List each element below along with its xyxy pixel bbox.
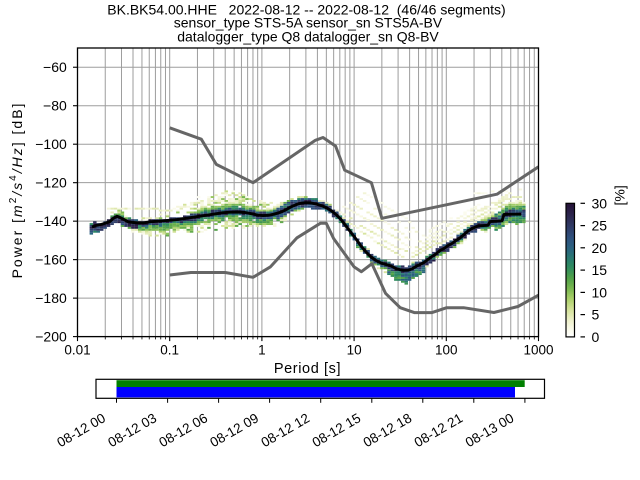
svg-text:5: 5	[592, 307, 600, 323]
svg-text:0: 0	[592, 329, 600, 345]
svg-text:Period [s]: Period [s]	[274, 361, 341, 377]
svg-text:10: 10	[592, 284, 608, 300]
svg-text:−80: −80	[43, 98, 67, 114]
svg-text:30: 30	[592, 195, 608, 211]
svg-text:−140: −140	[35, 213, 67, 229]
svg-text:Power [m2/s4/Hz] [dB]: Power [m2/s4/Hz] [dB]	[8, 102, 25, 279]
svg-text:−60: −60	[43, 59, 67, 75]
svg-text:20: 20	[592, 240, 608, 256]
svg-text:BK.BK54.00.HHE 2022-08-12 --: BK.BK54.00.HHE 2022-08-12 -- 2022-08-12 …	[107, 1, 505, 17]
svg-text:100: 100	[435, 343, 458, 358]
svg-text:15: 15	[592, 262, 608, 278]
svg-text:0.01: 0.01	[64, 343, 90, 358]
svg-text:−100: −100	[35, 136, 67, 152]
svg-text:1000: 1000	[523, 343, 553, 358]
svg-text:−120: −120	[35, 175, 67, 191]
svg-text:[%]: [%]	[612, 185, 628, 205]
svg-text:datalogger_type Q8 datalogger_: datalogger_type Q8 datalogger_sn Q8-BV	[177, 28, 439, 44]
svg-text:25: 25	[592, 218, 608, 234]
svg-text:−180: −180	[35, 290, 67, 306]
svg-text:10: 10	[347, 343, 362, 358]
svg-text:−160: −160	[35, 251, 67, 267]
svg-text:sensor_type STS-5A sensor_sn S: sensor_type STS-5A sensor_sn STS5A-BV	[174, 15, 443, 31]
svg-text:0.1: 0.1	[160, 343, 179, 358]
svg-text:−200: −200	[35, 328, 67, 344]
svg-text:1: 1	[258, 343, 266, 358]
